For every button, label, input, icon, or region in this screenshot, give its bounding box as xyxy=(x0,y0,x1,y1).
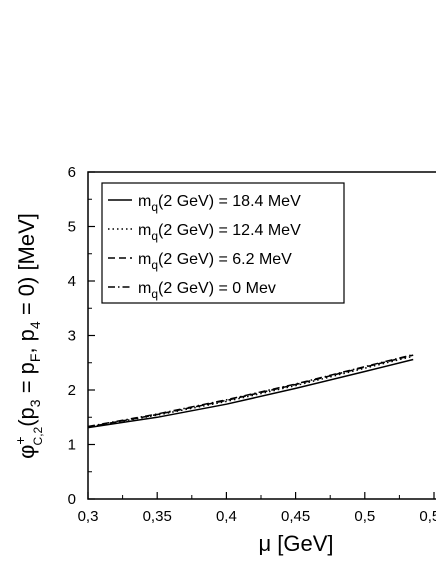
y-tick-label: 1 xyxy=(68,437,76,454)
x-tick-label: 0,3 xyxy=(78,508,99,525)
y-tick-label: 3 xyxy=(68,328,76,345)
y-axis-title: φ+ C,2(p3 = pF, p4 = 0) [MeV] xyxy=(12,213,45,459)
x-tick-label: 0,4 xyxy=(216,508,237,525)
x-tick-label: 0,35 xyxy=(143,508,172,525)
legend-label-4: mq(2 GeV) = 0 Mev xyxy=(138,280,276,301)
series-line-4 xyxy=(87,353,414,428)
series-line-2 xyxy=(87,355,414,428)
series-line-3 xyxy=(87,354,414,428)
legend-label-2: mq(2 GeV) = 12.4 MeV xyxy=(138,222,301,243)
y-tick-label: 4 xyxy=(68,273,76,290)
x-axis-title: μ [GeV] xyxy=(258,531,333,556)
legend-label-3: mq(2 GeV) = 6.2 MeV xyxy=(138,251,292,272)
x-tick-label: 0,55 xyxy=(419,508,436,525)
legend-label-1: mq(2 GeV) = 18.4 MeV xyxy=(138,193,301,214)
y-tick-label: 0 xyxy=(68,491,76,508)
y-tick-label: 6 xyxy=(68,164,76,181)
y-tick-label: 2 xyxy=(68,382,76,399)
series-line-1 xyxy=(87,358,414,429)
legend: mq(2 GeV) = 18.4 MeV mq(2 GeV) = 12.4 MeV… xyxy=(101,182,345,304)
y-tick-label: 5 xyxy=(68,219,76,236)
x-tick-label: 0,5 xyxy=(354,508,375,525)
x-tick-label: 0,45 xyxy=(281,508,310,525)
legend-box xyxy=(101,182,345,304)
